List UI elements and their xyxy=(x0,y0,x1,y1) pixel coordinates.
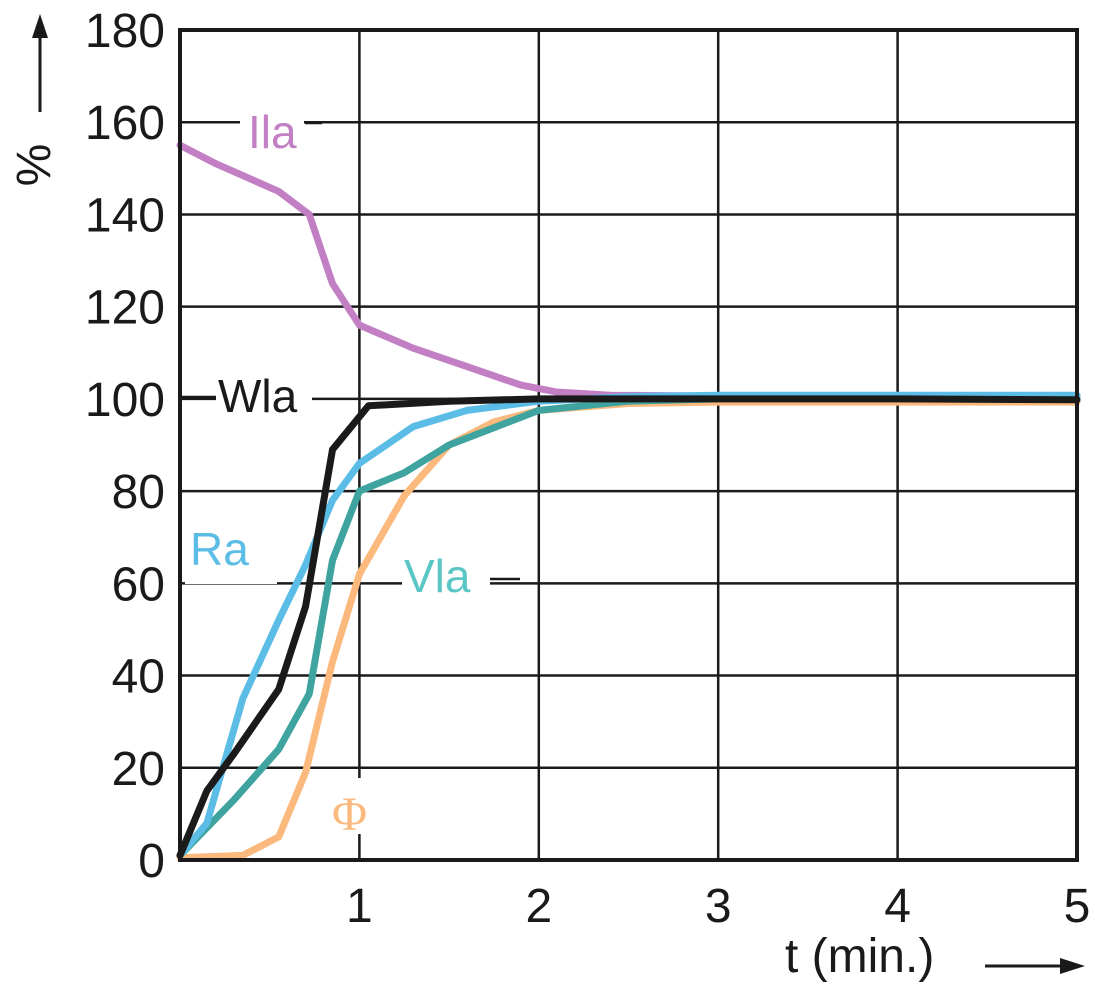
series-label-ra-text: Ra xyxy=(190,523,249,575)
series-label-vla-text: Vla xyxy=(404,550,471,602)
series-line-wla xyxy=(176,395,1081,859)
x-tick-label: 3 xyxy=(705,880,732,933)
y-tick-label: 100 xyxy=(85,374,165,427)
x-tick-label: 5 xyxy=(1064,880,1091,933)
y-tick-label: 80 xyxy=(112,466,165,519)
series-label-wla: Wla xyxy=(180,366,312,422)
series-line-ila xyxy=(176,141,1081,400)
x-tick-label: 4 xyxy=(884,880,911,933)
y-tick-label: 120 xyxy=(85,282,165,335)
x-axis-label: t (min.) xyxy=(785,930,934,983)
y-tick-label: 60 xyxy=(112,558,165,611)
plot-frame xyxy=(178,28,1079,862)
y-tick-label: 180 xyxy=(85,5,165,58)
series-line-ra xyxy=(176,391,1081,859)
series-label-ila-text: Ila xyxy=(248,106,297,158)
y-tick-label: 20 xyxy=(112,743,165,796)
series-line-vla xyxy=(176,395,1081,859)
x-tick-label: 2 xyxy=(525,880,552,933)
x-tick-label: 1 xyxy=(346,880,373,933)
series-label-wla-text: Wla xyxy=(218,370,298,422)
y-tick-label: 160 xyxy=(85,97,165,150)
series-label-vla: Vla xyxy=(402,548,520,602)
y-tick-label: 0 xyxy=(138,835,165,888)
y-axis-arrow-icon xyxy=(32,14,48,112)
y-tick-label: 40 xyxy=(112,651,165,704)
series-lines xyxy=(176,141,1081,862)
series-line-phi xyxy=(176,398,1081,862)
series-label-ila: Ila xyxy=(240,98,322,158)
series-label-phi: Φ xyxy=(326,778,386,841)
tick-labels: 1 2 3 4 5 0 20 40 60 80 100 120 140 160 180 xyxy=(85,5,1090,933)
y-tick-label: 140 xyxy=(85,189,165,242)
y-axis-label: % xyxy=(8,144,61,187)
x-axis-arrow-icon xyxy=(985,958,1085,974)
series-label-ra: Ra xyxy=(185,512,277,584)
series-label-phi-text: Φ xyxy=(332,788,367,841)
